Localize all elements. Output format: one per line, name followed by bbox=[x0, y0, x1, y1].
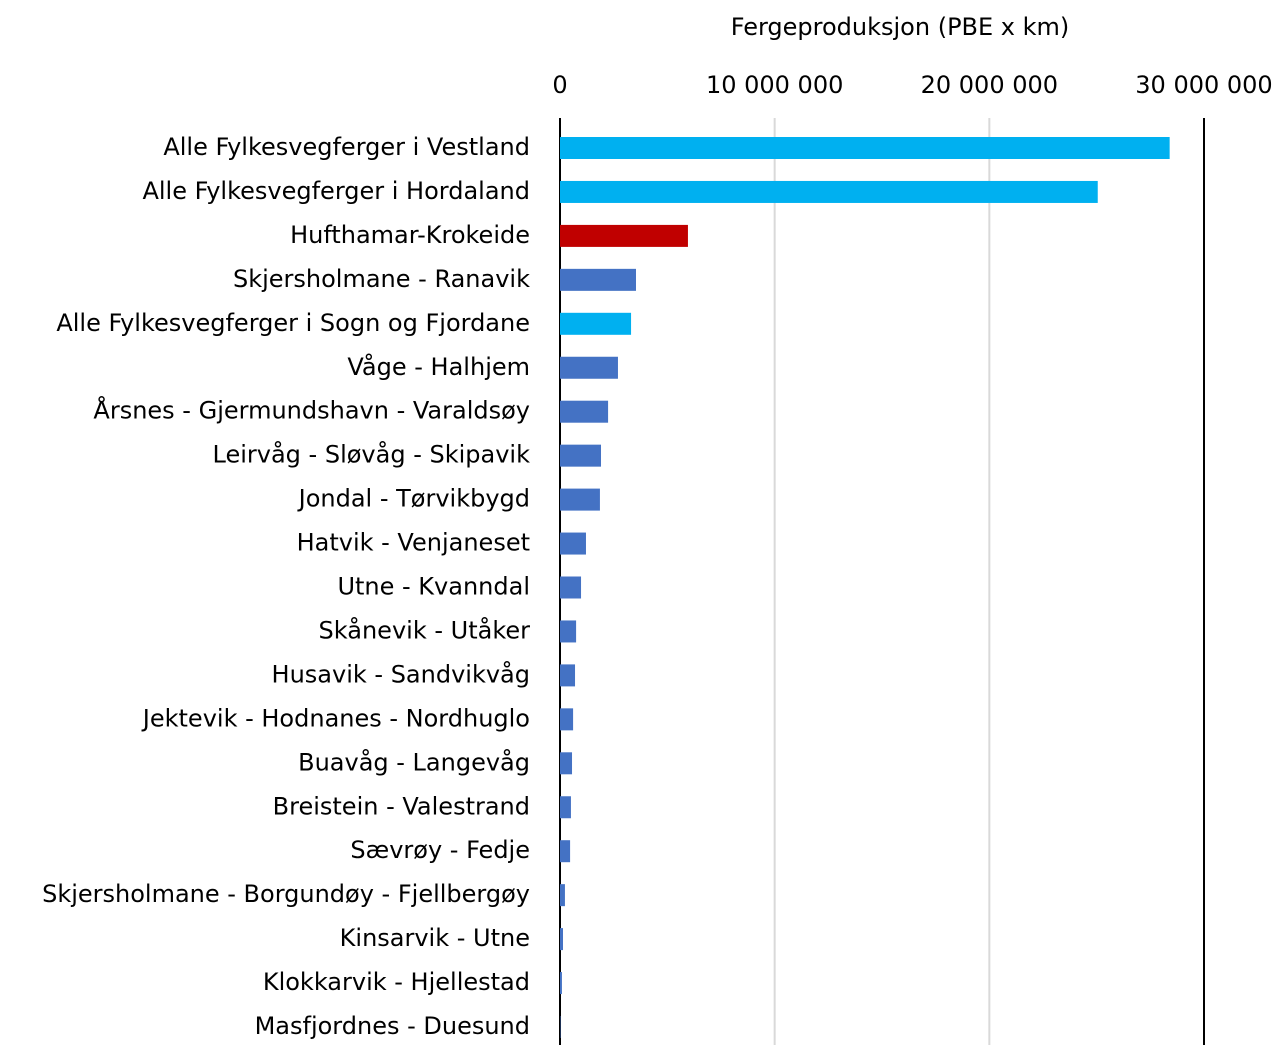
y-tick-label: Buavåg - Langevåg bbox=[298, 747, 530, 776]
y-tick-label: Leirvåg - Sløvåg - Skipavik bbox=[213, 440, 531, 469]
axis-title: Fergeproduksjon (PBE x km) bbox=[731, 13, 1070, 41]
bar bbox=[560, 796, 571, 819]
x-tick-label: 20 000 000 bbox=[921, 71, 1058, 99]
bar bbox=[560, 488, 600, 511]
bar bbox=[560, 180, 1098, 203]
y-tick-label: Skjersholmane - Ranavik bbox=[233, 265, 530, 293]
y-tick-label: Jondal - Tørvikbygd bbox=[297, 485, 530, 513]
bar bbox=[560, 400, 609, 423]
y-tick-label: Alle Fylkesvegferger i Vestland bbox=[163, 133, 530, 161]
y-tick-label: Skånevik - Utåker bbox=[319, 615, 531, 644]
y-tick-label: Skjersholmane - Borgundøy - Fjellbergøy bbox=[42, 880, 530, 908]
y-tick-label: Klokkarvik - Hjellestad bbox=[263, 968, 530, 996]
x-tick-label: 30 000 000 bbox=[1135, 71, 1272, 99]
y-tick-label: Utne - Kvanndal bbox=[337, 573, 530, 601]
y-tick-label: Kinsarvik - Utne bbox=[340, 924, 530, 952]
y-tick-label: Jektevik - Hodnanes - Nordhuglo bbox=[141, 704, 530, 732]
bar bbox=[560, 664, 576, 687]
bar bbox=[560, 972, 562, 995]
bar bbox=[560, 840, 571, 863]
bar bbox=[560, 884, 565, 907]
y-tick-label: Hufthamar-Krokeide bbox=[290, 221, 530, 249]
y-tick-label: Alle Fylkesvegferger i Sogn og Fjordane bbox=[56, 309, 530, 337]
bar bbox=[560, 708, 574, 731]
bar bbox=[560, 268, 636, 291]
y-tick-label: Masfjordnes - Duesund bbox=[255, 1012, 530, 1040]
bar bbox=[560, 532, 586, 555]
y-tick-label: Sævrøy - Fedje bbox=[350, 836, 530, 864]
y-tick-label: Alle Fylkesvegferger i Hordaland bbox=[142, 177, 530, 205]
bar bbox=[560, 356, 618, 379]
x-tick-label: 0 bbox=[552, 71, 567, 99]
y-tick-label: Hatvik - Venjaneset bbox=[297, 529, 530, 557]
y-tick-label: Breistein - Valestrand bbox=[273, 792, 530, 820]
bar bbox=[560, 752, 573, 775]
x-tick-label: 10 000 000 bbox=[706, 71, 843, 99]
bar bbox=[560, 137, 1170, 159]
bar bbox=[560, 928, 564, 951]
y-tick-label: Husavik - Sandvikvåg bbox=[272, 659, 530, 688]
bar bbox=[560, 224, 688, 247]
y-tick-label: Våge - Halhjem bbox=[347, 352, 530, 381]
y-tick-label: Årsnes - Gjermundshavn - Varaldsøy bbox=[93, 396, 530, 425]
bar bbox=[560, 312, 632, 335]
bar bbox=[560, 444, 602, 467]
bar bbox=[560, 576, 582, 599]
bar bbox=[560, 620, 577, 643]
